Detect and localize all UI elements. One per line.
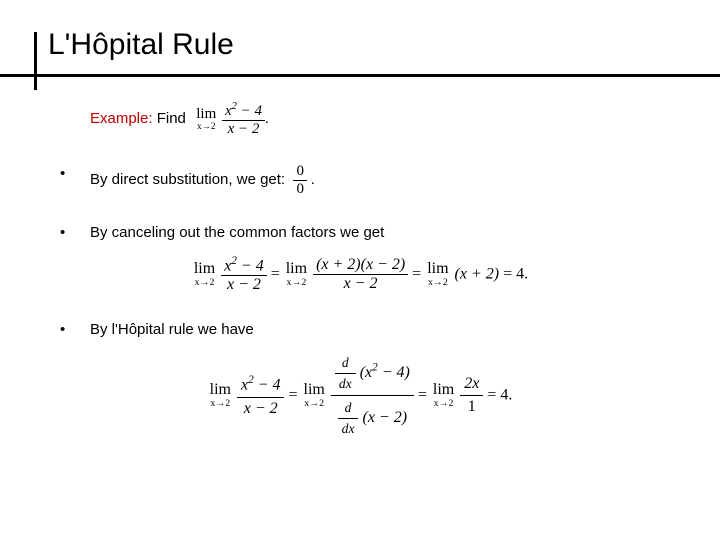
content-area: Example: Find lim x→2 x2 − 4 x − 2 . • xyxy=(0,77,720,441)
example-fraction: x2 − 4 x − 2 xyxy=(222,101,265,139)
bullet-icon: • xyxy=(60,222,90,243)
slide: L'Hôpital Rule Example: Find lim x→2 x2 … xyxy=(0,0,720,540)
bullet-1: • By direct substitution, we get: 0 0 . xyxy=(60,163,660,199)
derivative-fraction: ddx (x2 − 4) ddx (x − 2) xyxy=(331,351,414,441)
example-text: Example: Find lim x→2 x2 − 4 x − 2 . xyxy=(90,101,660,139)
bullet-3-text: By l'Hôpital rule we have xyxy=(90,319,660,342)
zero-over-zero: 0 0 xyxy=(293,163,307,199)
title-underline xyxy=(0,74,720,77)
lim-icon: lim x→2 xyxy=(196,107,216,132)
slide-title: L'Hôpital Rule xyxy=(0,28,720,62)
bullet-2-text: By canceling out the common factors we g… xyxy=(90,222,660,245)
bullet-1-text: By direct substitution, we get: 0 0 . xyxy=(90,163,660,199)
bullet-3-equation: limx→2 x2 − 4x − 2 = limx→2 ddx (x2 − 4)… xyxy=(60,351,660,441)
bullet-2-equation: limx→2 x2 − 4x − 2 = limx→2 (x + 2)(x − … xyxy=(60,255,660,295)
find-word: Find xyxy=(157,110,186,127)
bullet-icon: • xyxy=(60,319,90,340)
title-area: L'Hôpital Rule xyxy=(0,0,720,77)
example-limit: lim x→2 x2 − 4 x − 2 . xyxy=(194,111,269,127)
example-row: Example: Find lim x→2 x2 − 4 x − 2 . xyxy=(60,101,660,139)
bullet-3: • By l'Hôpital rule we have xyxy=(60,319,660,342)
bullet-2: • By canceling out the common factors we… xyxy=(60,222,660,245)
bullet-icon: • xyxy=(60,163,90,184)
example-label: Example: xyxy=(90,110,153,127)
title-vertical-rule xyxy=(34,32,37,90)
